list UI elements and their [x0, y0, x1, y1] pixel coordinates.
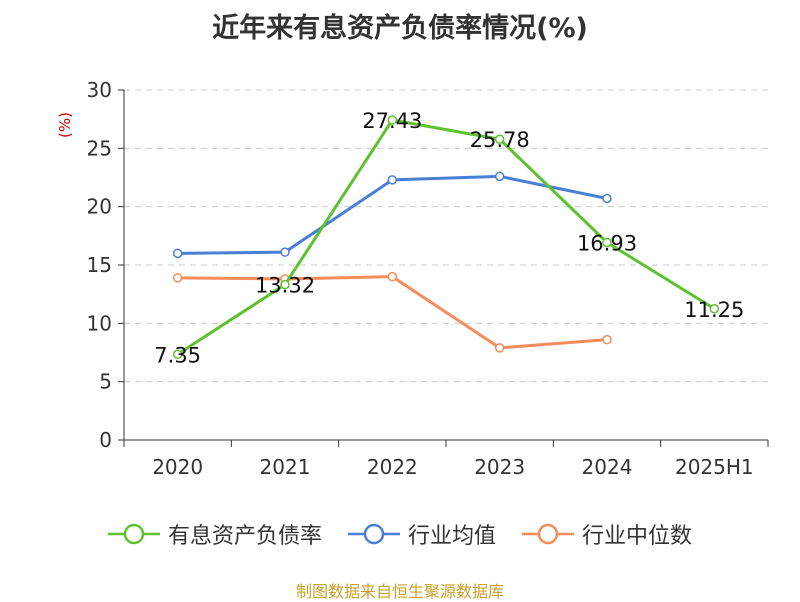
legend-label: 有息资产负债率: [167, 524, 322, 549]
data-point: [602, 334, 612, 345]
legend-swatch-icon: [522, 523, 574, 545]
y-axis-label: (%): [56, 112, 74, 138]
data-label: 16.93: [577, 231, 637, 255]
x-tick-label: 2025H1: [675, 455, 754, 479]
data-point: [494, 171, 505, 182]
y-tick-label: 10: [87, 311, 112, 335]
data-point: [709, 304, 720, 314]
data-label: 27.43: [362, 109, 422, 133]
legend-swatch-icon: [347, 523, 400, 545]
data-labels: 7.35 13.32 27.43 25.78 16.93 11.25: [154, 109, 744, 367]
data-label: 11.25: [684, 298, 744, 322]
x-tick-label: 2021: [260, 455, 311, 479]
series-lines: [172, 115, 720, 359]
data-point: [280, 279, 290, 290]
y-tick-label: 5: [99, 370, 112, 394]
data-point: [494, 343, 505, 353]
legend-item[interactable]: 行业中位数: [522, 518, 692, 550]
grid-lines: [124, 89, 768, 383]
legend-label: 行业均值: [407, 524, 496, 549]
y-tick-label: 15: [87, 253, 112, 277]
legend-swatch-marker: [537, 523, 559, 545]
y-tick-label: 30: [87, 78, 112, 102]
data-point: [602, 193, 612, 204]
legend-label: 行业中位数: [582, 524, 693, 549]
series-line-1: [177, 174, 608, 255]
data-point: [494, 134, 505, 144]
data-point: [602, 237, 612, 248]
x-tick-label: 2022: [367, 455, 418, 479]
legend: 有息资产负债率 行业均值 行业中位数: [0, 518, 800, 550]
data-point: [387, 271, 398, 282]
legend-item[interactable]: 有息资产负债率: [107, 518, 322, 550]
data-point: [172, 248, 183, 259]
data-label: 13.32: [255, 274, 315, 298]
source-note: 制图数据来自恒生聚源数据库: [295, 582, 504, 601]
data-point: [172, 349, 183, 359]
axes: 0 5 10 15 20 25 30 (%) 2020 2021 2022 2023 2024 2025H…: [56, 78, 769, 479]
series-line-0: [176, 118, 716, 356]
x-tick-label: 2020: [152, 455, 203, 479]
legend-swatch-marker: [363, 523, 385, 545]
legend-swatch-icon: [107, 523, 160, 545]
x-tick-label: 2024: [582, 455, 633, 479]
legend-swatch-marker: [123, 523, 145, 545]
y-tick-label: 25: [87, 136, 112, 160]
y-tick-label: 0: [99, 428, 112, 452]
y-tick-label: 20: [87, 195, 112, 219]
x-tick-label: 2023: [474, 455, 525, 479]
data-point: [172, 273, 183, 283]
chart-title: 近年来有息资产负债率情况(%): [212, 13, 588, 44]
data-label: 7.35: [154, 343, 201, 367]
data-point: [387, 115, 398, 125]
data-label: 25.78: [470, 128, 530, 152]
data-point: [280, 247, 290, 257]
data-point: [387, 175, 398, 185]
legend-item[interactable]: 行业均值: [347, 518, 496, 550]
